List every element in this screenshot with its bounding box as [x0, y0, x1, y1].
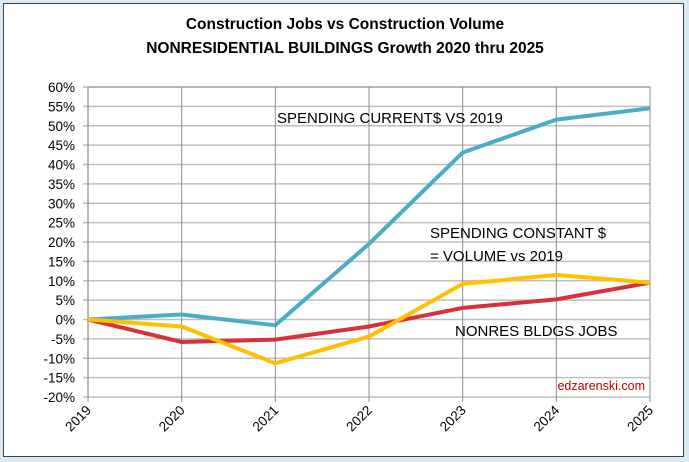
y-axis-tick-labels: -20% -15% -10% -5% 0% 5% 10% 15% 20% 25% 30% 35% 40%… [43, 80, 75, 405]
x-tick-label: 2019 [62, 403, 94, 435]
series-lines [87, 106, 651, 366]
y-tick-label: 40% [48, 158, 75, 173]
y-tick-label: 35% [48, 177, 75, 192]
chart-title-line-1: Construction Jobs vs Construction Volume [186, 16, 505, 33]
y-tick-label: -20% [43, 390, 75, 405]
x-tick-label: 2024 [531, 402, 563, 434]
y-tick-label: -10% [43, 351, 75, 366]
line-chart: Construction Jobs vs Construction Volume… [43, 16, 656, 434]
y-tick-label: 10% [48, 274, 75, 289]
y-tick-label: 55% [48, 99, 75, 114]
annotations: SPENDING CURRENT$ VS 2019 SPENDING CONST… [277, 110, 618, 340]
x-tick-label: 2020 [156, 403, 188, 435]
y-tick-label: 15% [48, 254, 75, 269]
y-tick-label: -15% [43, 371, 75, 386]
chart-frame: Construction Jobs vs Construction Volume… [3, 3, 684, 457]
y-tick-label: 5% [55, 293, 75, 308]
y-tick-label: 25% [48, 216, 75, 231]
horizontal-gridlines [83, 86, 650, 398]
x-axis-tick-labels: 2019 2020 2021 2022 2023 2024 2025 [62, 402, 656, 434]
y-tick-label: 45% [48, 138, 75, 153]
y-tick-label: 30% [48, 196, 75, 211]
annotation-spending-current: SPENDING CURRENT$ VS 2019 [277, 110, 503, 127]
y-tick-label: 60% [48, 80, 75, 95]
x-tick-label: 2025 [624, 403, 656, 435]
watermark-edzarenski: edzarenski.com [557, 379, 645, 393]
x-tick-label: 2022 [343, 403, 375, 435]
axes [87, 86, 651, 397]
annotation-spending-constant-line-2: = VOLUME vs 2019 [430, 248, 563, 265]
x-tick-label: 2021 [250, 403, 282, 435]
y-tick-label: 0% [55, 313, 75, 328]
series-line-spending-current-vs-2019 [87, 106, 651, 328]
y-tick-label: -5% [51, 332, 75, 347]
annotation-spending-constant-line-1: SPENDING CONSTANT $ [430, 225, 607, 242]
y-tick-label: 20% [48, 235, 75, 250]
chart-title: Construction Jobs vs Construction Volume… [146, 16, 544, 57]
chart-title-line-2: NONRESIDENTIAL BUILDINGS Growth 2020 thr… [146, 40, 544, 57]
annotation-nonres-jobs: NONRES BLDGS JOBS [455, 323, 618, 340]
series-line-spending-constant-volume-vs-2019 [87, 272, 651, 366]
x-tick-label: 2023 [437, 403, 469, 435]
series-line-nonres-bldgs-jobs [87, 280, 651, 344]
y-tick-label: 50% [48, 119, 75, 134]
